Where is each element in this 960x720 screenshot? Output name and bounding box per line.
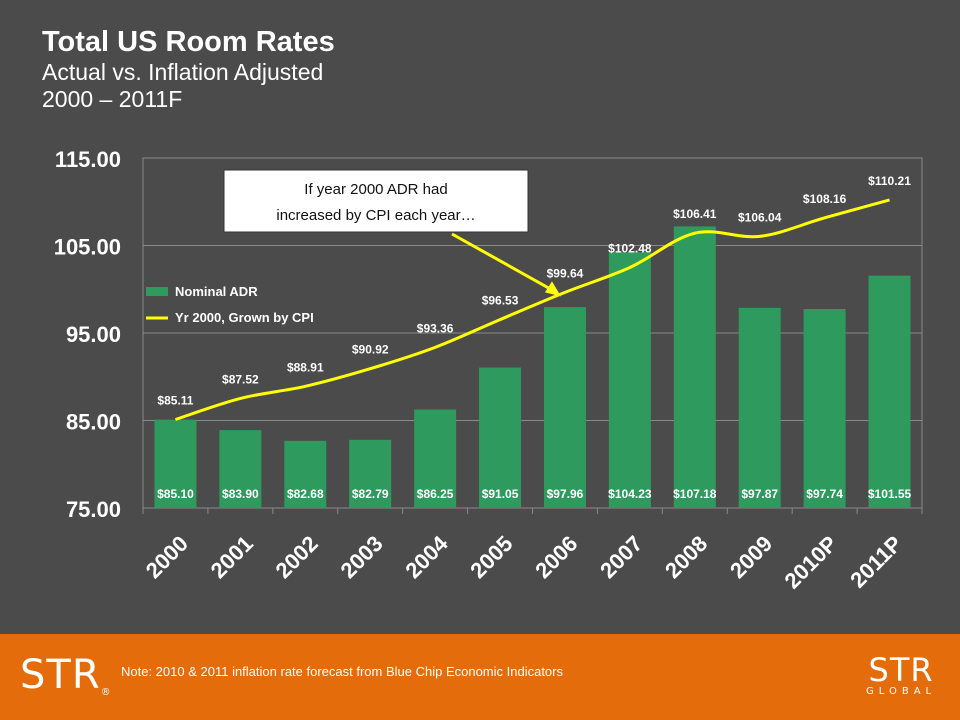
- bar-label: $101.55: [868, 487, 912, 501]
- bar-label: $97.87: [741, 487, 778, 501]
- x-tick-label: 2000: [141, 531, 193, 583]
- line-label: $108.16: [803, 192, 847, 206]
- bar-2006: [543, 307, 586, 508]
- bar-label: $104.23: [608, 487, 652, 501]
- annotation-text-line1: If year 2000 ADR had: [304, 181, 447, 198]
- bar-2011P: [868, 275, 911, 508]
- bar-label: $91.05: [482, 487, 519, 501]
- chart-subtitle: Actual vs. Inflation Adjusted: [42, 59, 324, 85]
- str-global-logo-sub: GLOBAL: [866, 686, 937, 697]
- str-logo: STR®: [20, 652, 112, 698]
- bar-2008: [673, 226, 716, 509]
- y-tick-label: 105.00: [54, 235, 121, 260]
- annotation-text-line2: increased by CPI each year…: [276, 207, 475, 224]
- y-tick-label: 95.00: [66, 322, 121, 347]
- bar-2001: [219, 430, 262, 508]
- room-rates-chart: 75.00 85.00 95.00 105.00 115.00 $85.10 $83.90 $…: [54, 147, 923, 594]
- chart-date-range: 2000 – 2011F: [42, 86, 183, 112]
- x-tick-label: 2010P: [779, 531, 842, 594]
- line-label: $106.41: [673, 207, 717, 221]
- legend-label-line: Yr 2000, Grown by CPI: [175, 310, 314, 325]
- bar-2007: [608, 252, 651, 508]
- x-tick-label: 2001: [206, 531, 258, 583]
- bar-2004: [414, 409, 457, 508]
- x-tick-label: 2008: [660, 531, 712, 583]
- bar-2000: [154, 419, 197, 508]
- bar-2005: [479, 367, 522, 508]
- bar-label: $97.74: [806, 487, 843, 501]
- line-label: $96.53: [482, 294, 519, 308]
- title-block: Total US Room Rates Actual vs. Inflation…: [42, 26, 335, 113]
- x-tick-label: 2004: [400, 530, 453, 583]
- bar-label: $97.96: [547, 487, 584, 501]
- bar-label: $82.79: [352, 487, 389, 501]
- x-tick-label: 2009: [725, 531, 777, 583]
- bar-label: $83.90: [222, 487, 259, 501]
- line-label: $110.21: [868, 174, 911, 188]
- legend-label-bar: Nominal ADR: [175, 284, 258, 299]
- bar-label: $107.18: [673, 487, 717, 501]
- str-global-logo-text: STR: [868, 651, 934, 689]
- bar-2010P: [803, 309, 846, 508]
- bar-label: $82.68: [287, 487, 324, 501]
- annotation-box: [223, 169, 529, 233]
- line-label: $93.36: [417, 321, 454, 335]
- x-tick-label: 2006: [530, 531, 582, 583]
- cpi-line: [174, 198, 890, 421]
- line-label: $106.04: [738, 210, 782, 224]
- line-label: $102.48: [608, 242, 652, 256]
- annotation-arrow: [451, 232, 554, 292]
- x-tick-label: 2003: [335, 531, 387, 583]
- str-logo-text: STR: [20, 652, 101, 698]
- bar-2003: [349, 439, 392, 508]
- chart-title: Total US Room Rates: [42, 26, 335, 58]
- line-label: $99.64: [547, 266, 584, 280]
- line-label: $87.52: [222, 372, 259, 386]
- bar-label: $86.25: [417, 487, 454, 501]
- legend-swatch-bar: [146, 287, 168, 296]
- x-tick-label: 2005: [465, 531, 517, 583]
- x-tick-label: 2002: [271, 531, 323, 583]
- line-label: $88.91: [287, 360, 324, 374]
- y-tick-label: 85.00: [66, 410, 121, 435]
- registered-mark: ®: [100, 687, 112, 698]
- footer-note: Note: 2010 & 2011 inflation rate forecas…: [121, 664, 563, 679]
- str-global-logo: STR GLOBAL: [866, 654, 936, 697]
- bar-label: $85.10: [157, 487, 194, 501]
- footer-bar: STR® Note: 2010 & 2011 inflation rate fo…: [0, 634, 960, 720]
- y-tick-label: 75.00: [66, 497, 121, 522]
- x-tick-label: 2011P: [845, 531, 907, 593]
- y-tick-label: 115.00: [55, 147, 121, 172]
- line-label: $85.11: [157, 394, 193, 408]
- bar-2009: [738, 307, 781, 508]
- annotation-arrowhead: [544, 281, 561, 297]
- x-tick-label: 2007: [595, 531, 647, 583]
- bar-2002: [284, 440, 327, 508]
- line-label: $90.92: [352, 343, 389, 357]
